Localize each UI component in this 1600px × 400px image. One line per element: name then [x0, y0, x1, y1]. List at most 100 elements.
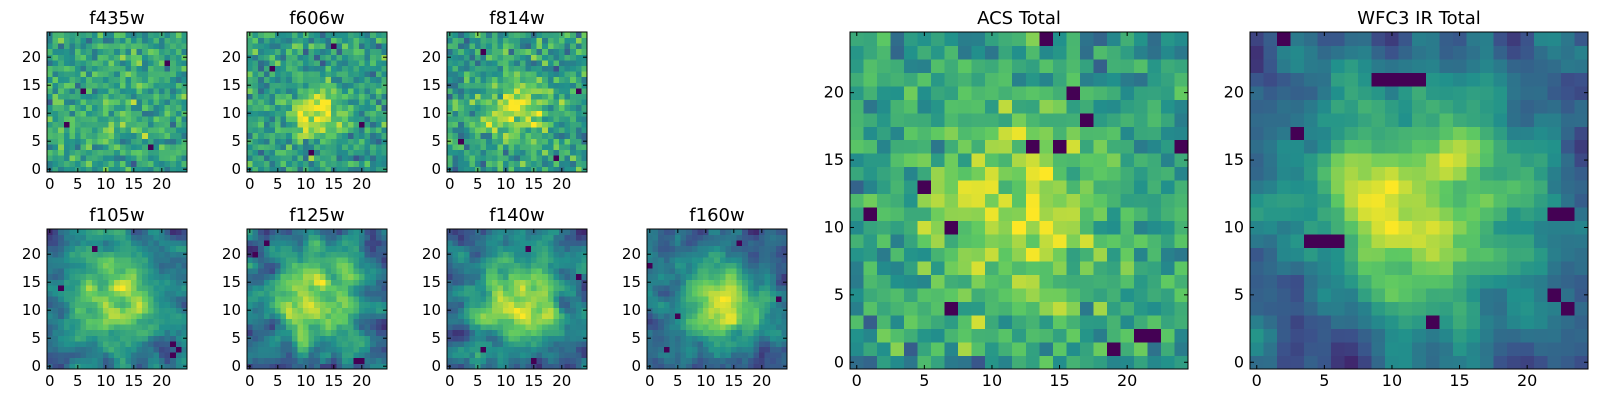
heatmap-cell	[985, 220, 1000, 235]
heatmap-cell	[263, 296, 270, 303]
heatmap-cell	[170, 251, 177, 258]
heatmap-cell	[508, 32, 515, 38]
heatmap-cell	[370, 149, 377, 156]
heatmap-cell	[119, 273, 126, 280]
heatmap-cell	[175, 257, 182, 263]
heatmap-cell	[497, 285, 504, 291]
heatmap-cell	[331, 93, 337, 100]
x-tick-label: 0	[45, 175, 55, 193]
heatmap-cell	[1025, 234, 1040, 249]
heatmap-cell	[370, 32, 377, 38]
heatmap-cell	[747, 262, 754, 269]
x-tick-label: 0	[445, 372, 455, 390]
heatmap-cell	[469, 43, 476, 50]
heatmap-cell	[252, 144, 259, 150]
heatmap-cell	[370, 357, 377, 364]
heatmap-cell	[291, 88, 298, 94]
heatmap-cell	[142, 346, 149, 353]
heatmap-cell	[69, 155, 76, 162]
heatmap-cell	[286, 251, 293, 258]
heatmap-cell	[263, 65, 270, 72]
heatmap-cell	[297, 104, 304, 111]
heatmap-cell	[181, 268, 188, 275]
heatmap-cell	[747, 357, 754, 364]
heatmap-cell	[103, 127, 109, 134]
heatmap-cell	[491, 76, 498, 83]
heatmap-cell	[508, 268, 515, 275]
heatmap-cell	[263, 166, 270, 173]
heatmap-cell	[850, 180, 864, 195]
heatmap-cell	[531, 127, 537, 134]
heatmap-cell	[1012, 220, 1027, 235]
heatmap-cell	[325, 324, 332, 331]
heatmap-cell	[63, 245, 70, 252]
heatmap-cell	[514, 329, 521, 336]
heatmap-cell	[269, 160, 276, 167]
x-tick-label: 20	[352, 372, 371, 390]
heatmap-cell	[263, 32, 270, 38]
heatmap-cell	[519, 268, 526, 275]
heatmap-cell	[736, 352, 743, 359]
heatmap-cell	[491, 357, 498, 364]
heatmap-cell	[1133, 315, 1148, 329]
x-tick-label: 0	[445, 175, 455, 193]
plot-frame	[46, 31, 188, 173]
heatmap-cell	[275, 324, 281, 331]
heatmap-cell	[336, 37, 343, 44]
heatmap-cell	[91, 357, 98, 364]
heatmap-cell	[764, 346, 771, 353]
heatmap-cell	[258, 346, 265, 353]
heatmap-cell	[131, 285, 137, 291]
heatmap-cell	[80, 313, 87, 319]
heatmap-cell	[850, 166, 864, 181]
heatmap-cell	[247, 104, 253, 111]
heatmap-cell	[263, 127, 270, 134]
heatmap-cell	[850, 342, 864, 356]
heatmap-cell	[669, 279, 676, 286]
heatmap-cell	[764, 357, 771, 364]
heatmap-cell	[319, 234, 326, 241]
heatmap-cell	[63, 110, 70, 117]
heatmap-cell	[542, 60, 549, 66]
heatmap-cell	[136, 352, 143, 359]
heatmap-cell	[119, 290, 126, 297]
heatmap-cell	[469, 352, 476, 359]
heatmap-cell	[508, 110, 515, 117]
heatmap-cell	[497, 273, 504, 280]
plot-frame	[246, 228, 388, 370]
heatmap-cell	[1133, 328, 1148, 343]
heatmap-cell	[1039, 274, 1054, 289]
heatmap-cell	[463, 245, 470, 252]
heatmap-cell	[170, 257, 177, 263]
heatmap-cell	[108, 273, 115, 280]
heatmap-cell	[181, 60, 188, 66]
heatmap-cell	[985, 328, 1000, 343]
heatmap-cell	[458, 88, 465, 94]
heatmap-cell	[575, 132, 582, 139]
heatmap-cell	[775, 301, 782, 308]
heatmap-cell	[553, 155, 560, 162]
heatmap-cell	[170, 65, 177, 72]
heatmap-cell	[447, 88, 453, 94]
heatmap-cell	[480, 301, 487, 308]
heatmap-cell	[514, 313, 521, 319]
heatmap-cell	[1066, 274, 1081, 289]
heatmap-cell	[303, 279, 309, 286]
heatmap-cell	[553, 60, 560, 66]
heatmap-cell	[375, 234, 382, 241]
heatmap-cell	[136, 54, 143, 61]
heatmap-cell	[275, 251, 281, 258]
heatmap-cell	[536, 82, 543, 89]
heatmap-cell	[52, 32, 59, 38]
heatmap-cell	[142, 268, 149, 275]
heatmap-cell	[275, 88, 281, 94]
heatmap-cell	[491, 341, 498, 347]
heatmap-cell	[747, 257, 754, 263]
heatmap-cell	[525, 155, 532, 162]
heatmap-cell	[1079, 234, 1094, 249]
heatmap-cell	[890, 274, 905, 289]
heatmap-cell	[252, 346, 259, 353]
heatmap-cell	[125, 127, 132, 134]
heatmap-cell	[480, 43, 487, 50]
heatmap-cell	[58, 144, 65, 150]
